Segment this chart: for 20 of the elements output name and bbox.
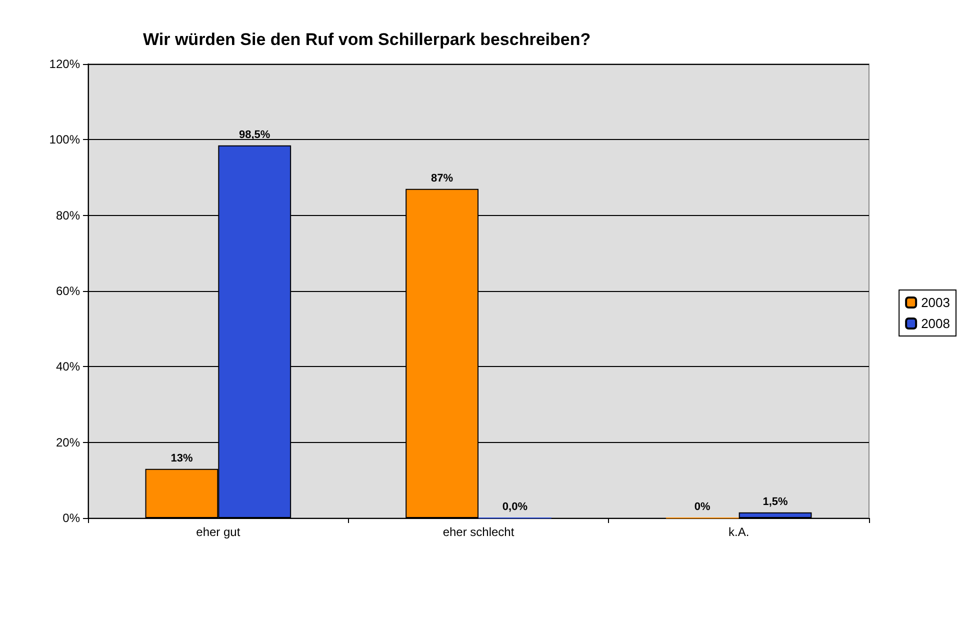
x-tick-label: k.A. [728,525,750,539]
y-tick-label: 80% [56,208,80,222]
legend-label: 2003 [921,295,950,310]
data-label: 87% [431,172,454,184]
y-tick-label: 20% [56,435,80,450]
chart-title: Wir würden Sie den Ruf vom Schillerpark beschreiben? [143,30,591,49]
y-tick-label: 0% [62,511,80,525]
bar [738,512,812,518]
data-label: 1,5% [762,496,788,508]
data-label: 0% [694,501,711,513]
x-tick-label: eher schlecht [442,525,515,539]
data-label: 13% [170,452,193,464]
x-tick-label: eher gut [196,525,241,539]
y-tick-label: 120% [49,57,80,71]
data-label: 0,0% [502,501,528,513]
y-tick-label: 60% [56,284,80,298]
legend-label: 2008 [921,316,950,331]
y-tick-label: 100% [49,132,80,147]
y-tick-label: 40% [56,360,80,374]
data-label: 98,5% [239,128,270,141]
